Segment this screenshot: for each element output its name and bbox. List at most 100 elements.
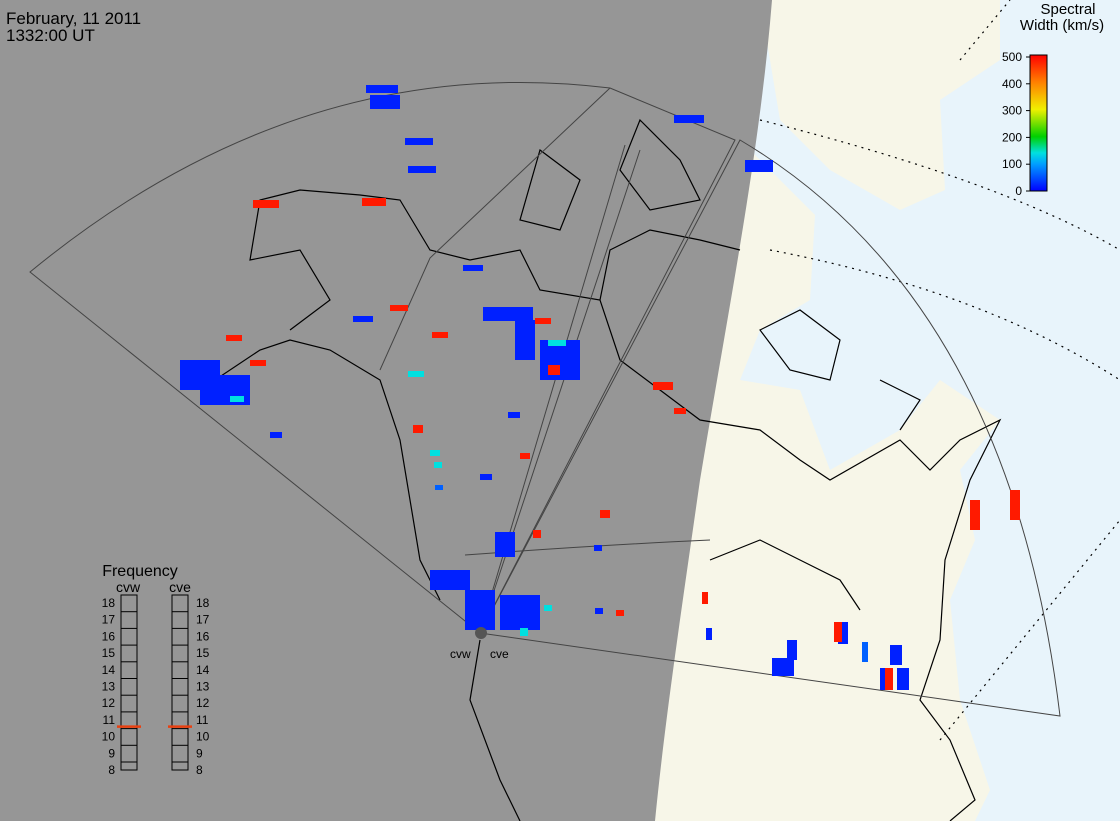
radar-cells: [180, 85, 1020, 690]
colorbar-title: Spectral: [1040, 1, 1095, 18]
radar-cell: [674, 115, 704, 123]
radar-cell: [253, 200, 279, 208]
radar-cell: [772, 658, 794, 676]
gauge-tick-label: 13: [196, 680, 210, 694]
radar-cell: [897, 668, 909, 690]
radar-cell: [495, 532, 515, 557]
radar-fan: [29, 81, 736, 634]
radar-cell: [230, 396, 244, 402]
land: [650, 140, 1000, 821]
frequency-title: Frequency: [102, 563, 178, 580]
colorbar-tick-label: 500: [1002, 50, 1022, 64]
radar-cell: [500, 595, 540, 630]
time: 1332:00 UT: [6, 26, 95, 45]
radar-cell: [353, 316, 373, 322]
radar-cell: [834, 622, 842, 642]
radar-cell: [366, 85, 398, 93]
gauge-tick-label: 13: [102, 680, 116, 694]
gauge-tick-label: 14: [196, 663, 210, 677]
radar-cell: [885, 668, 893, 690]
gauge-tick-label: 18: [102, 596, 116, 610]
radar-cell: [430, 570, 470, 590]
radar-cell: [408, 166, 436, 173]
radar-cell: [548, 340, 566, 346]
colorbar-tick-label: 400: [1002, 77, 1022, 91]
radar-cell: [434, 462, 442, 468]
lat-line: [769, 249, 1120, 381]
radar-cell: [250, 360, 266, 366]
radar-cell: [594, 545, 602, 551]
site-label: cve: [490, 647, 509, 661]
radar-cell: [463, 265, 483, 271]
radar-cell: [405, 138, 433, 145]
radar-cell: [970, 500, 980, 530]
radar-cell: [787, 640, 797, 660]
gauge-tick-label: 16: [196, 629, 210, 643]
radar-cell: [838, 622, 848, 644]
colorbar-tick-label: 300: [1002, 104, 1022, 118]
radar-cell: [595, 608, 603, 614]
gauge-tick-label: 16: [102, 629, 116, 643]
colorbar-tick-label: 0: [1015, 184, 1022, 198]
radar-cell: [515, 320, 535, 360]
radar-cell: [862, 642, 868, 662]
site-label: cvw: [450, 647, 471, 661]
radar-cell: [535, 318, 551, 324]
radar-cell: [413, 425, 423, 433]
radar-cell: [533, 530, 541, 538]
colorbar-tick-label: 100: [1002, 157, 1022, 171]
radar-cell: [880, 668, 888, 690]
radar-cell: [653, 382, 673, 390]
radar-cell: [1010, 490, 1020, 520]
radar-cell: [544, 605, 552, 611]
gauge-tick-label: 9: [196, 746, 203, 760]
radar-cell: [890, 645, 902, 665]
gauge-tick-label: 15: [102, 646, 116, 660]
gauge-tick-label: 10: [196, 730, 210, 744]
radar-cell: [745, 160, 773, 172]
gauge-tick-label: 18: [196, 596, 210, 610]
gauge-tick-label: 11: [103, 713, 116, 727]
radar-cell: [674, 408, 686, 414]
radar-cell: [548, 365, 560, 375]
gauge-tick-label: 11: [196, 713, 209, 727]
gauge-tick-label: 10: [102, 730, 116, 744]
gauge-tick-label: 15: [196, 646, 210, 660]
radar-cell: [430, 450, 440, 456]
gauge-label: cvw: [116, 579, 141, 595]
radar-cell: [480, 474, 492, 480]
radar-cell: [226, 335, 242, 341]
lat-line: [759, 119, 1120, 251]
radar-fan: [479, 139, 1061, 717]
gauge-tick-label: 8: [108, 763, 115, 777]
colorbar-title: Width (km/s): [1020, 17, 1104, 34]
radar-cell: [408, 371, 424, 377]
gauge-tick-label: 12: [196, 696, 210, 710]
gauge-tick-label: 17: [196, 613, 210, 627]
gauge-tick-label: 9: [108, 746, 115, 760]
gauge-tick-label: 12: [102, 696, 116, 710]
colorbar: [1029, 54, 1048, 192]
night-region: [0, 0, 772, 821]
greenland: [760, 0, 1000, 210]
radar-cell: [465, 590, 495, 630]
radar-cell: [270, 432, 282, 438]
radar-cell: [435, 485, 443, 490]
gauge-tick-label: 17: [102, 613, 116, 627]
radar-cell: [390, 305, 408, 311]
radar-cell: [483, 307, 533, 321]
radar-cell: [702, 592, 708, 604]
radar-cell: [520, 628, 528, 636]
radar-site: [475, 627, 487, 639]
date: February, 11 2011: [6, 9, 141, 28]
colorbar-tick-label: 200: [1002, 130, 1022, 144]
radar-cell: [370, 95, 400, 109]
gauge-tick-label: 8: [196, 763, 203, 777]
coastline: [199, 118, 1002, 821]
radar-cell: [432, 332, 448, 338]
radar-cell: [706, 628, 712, 640]
gauge-label: cve: [169, 579, 191, 595]
radar-cell: [508, 412, 520, 418]
radar-cell: [362, 198, 386, 206]
